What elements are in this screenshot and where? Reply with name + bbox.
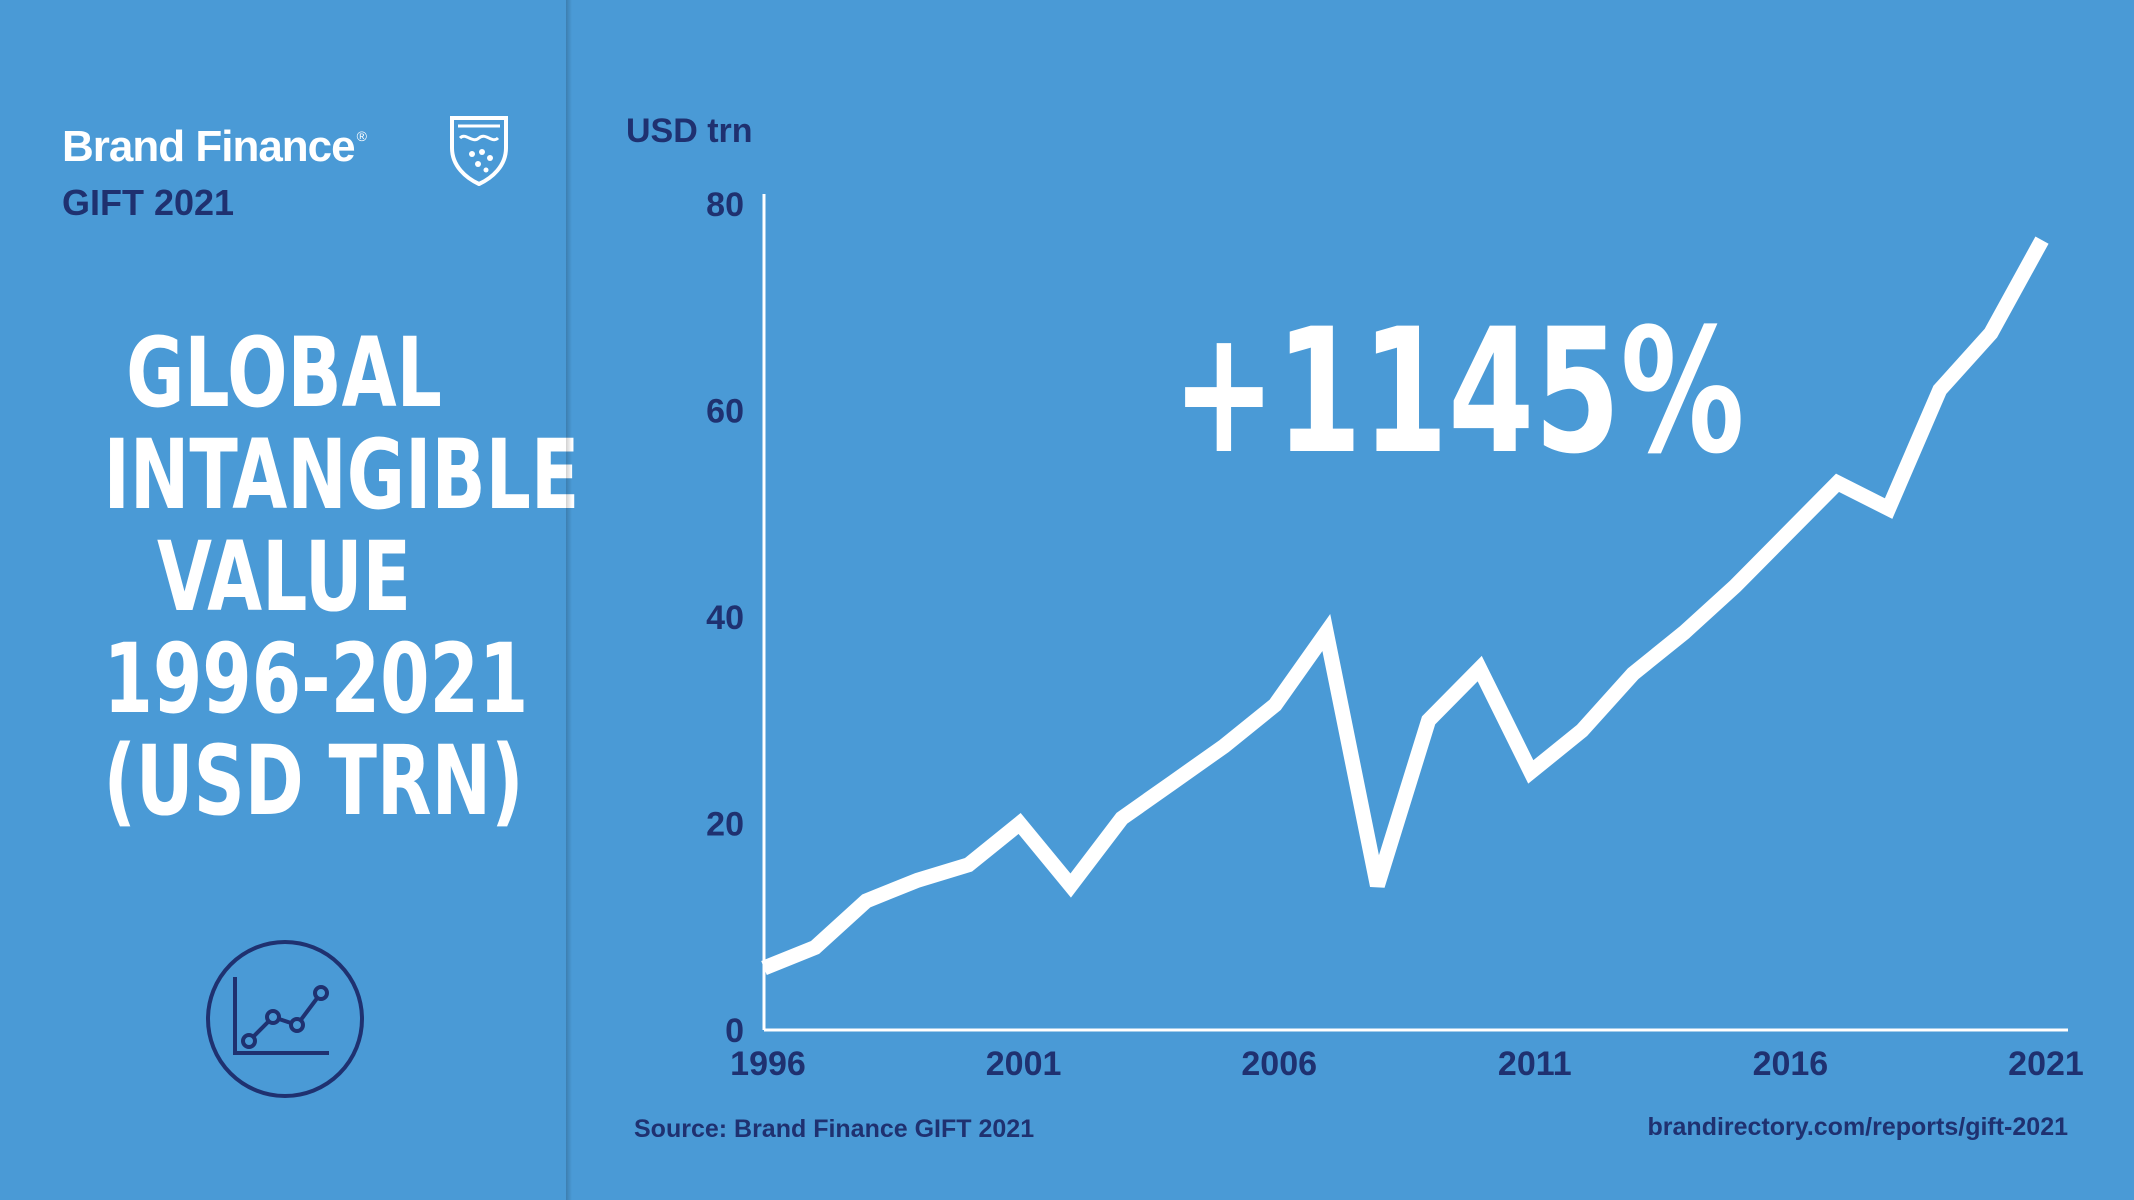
x-tick-label: 2016 (1753, 1045, 1829, 1083)
x-tick-label: 1996 (730, 1045, 806, 1083)
title-line: INTANGIBLE (103, 424, 464, 526)
growth-callout: +1145% (1172, 302, 1745, 482)
line-chart-icon (203, 937, 367, 1101)
source-note: Source: Brand Finance GIFT 2021 (634, 1115, 1034, 1144)
title-line: VALUE (103, 526, 464, 628)
y-tick-label: 60 (706, 393, 744, 431)
x-tick-label: 2011 (1498, 1045, 1572, 1083)
brand-logo: Brand Finance ® (62, 122, 364, 172)
shield-crest-icon (448, 114, 510, 186)
x-tick-label: 2001 (986, 1045, 1062, 1083)
source-url: brandirectory.com/reports/gift-2021 (1648, 1113, 2068, 1142)
brand-edition: GIFT 2021 (62, 182, 234, 224)
page-title: GLOBAL INTANGIBLE VALUE 1996-2021 (USD T… (103, 322, 464, 832)
title-line: GLOBAL (103, 322, 464, 424)
title-line: 1996-2021 (103, 628, 464, 730)
x-tick-labels: 1996 2001 2006 2011 2016 2021 (730, 1045, 2084, 1083)
title-line: (USD TRN) (103, 730, 464, 832)
y-tick-label: 20 (706, 806, 744, 844)
y-tick-label: 80 (706, 186, 744, 224)
sidebar-panel: Brand Finance ® GIFT 2021 GLOBAL INTANGIB… (0, 0, 568, 1200)
brand-name: Brand Finance (62, 122, 355, 171)
x-tick-label: 2006 (1241, 1045, 1317, 1083)
y-tick-label: 40 (706, 599, 744, 637)
x-tick-label: 2021 (2008, 1045, 2084, 1083)
registered-mark: ® (357, 128, 366, 144)
